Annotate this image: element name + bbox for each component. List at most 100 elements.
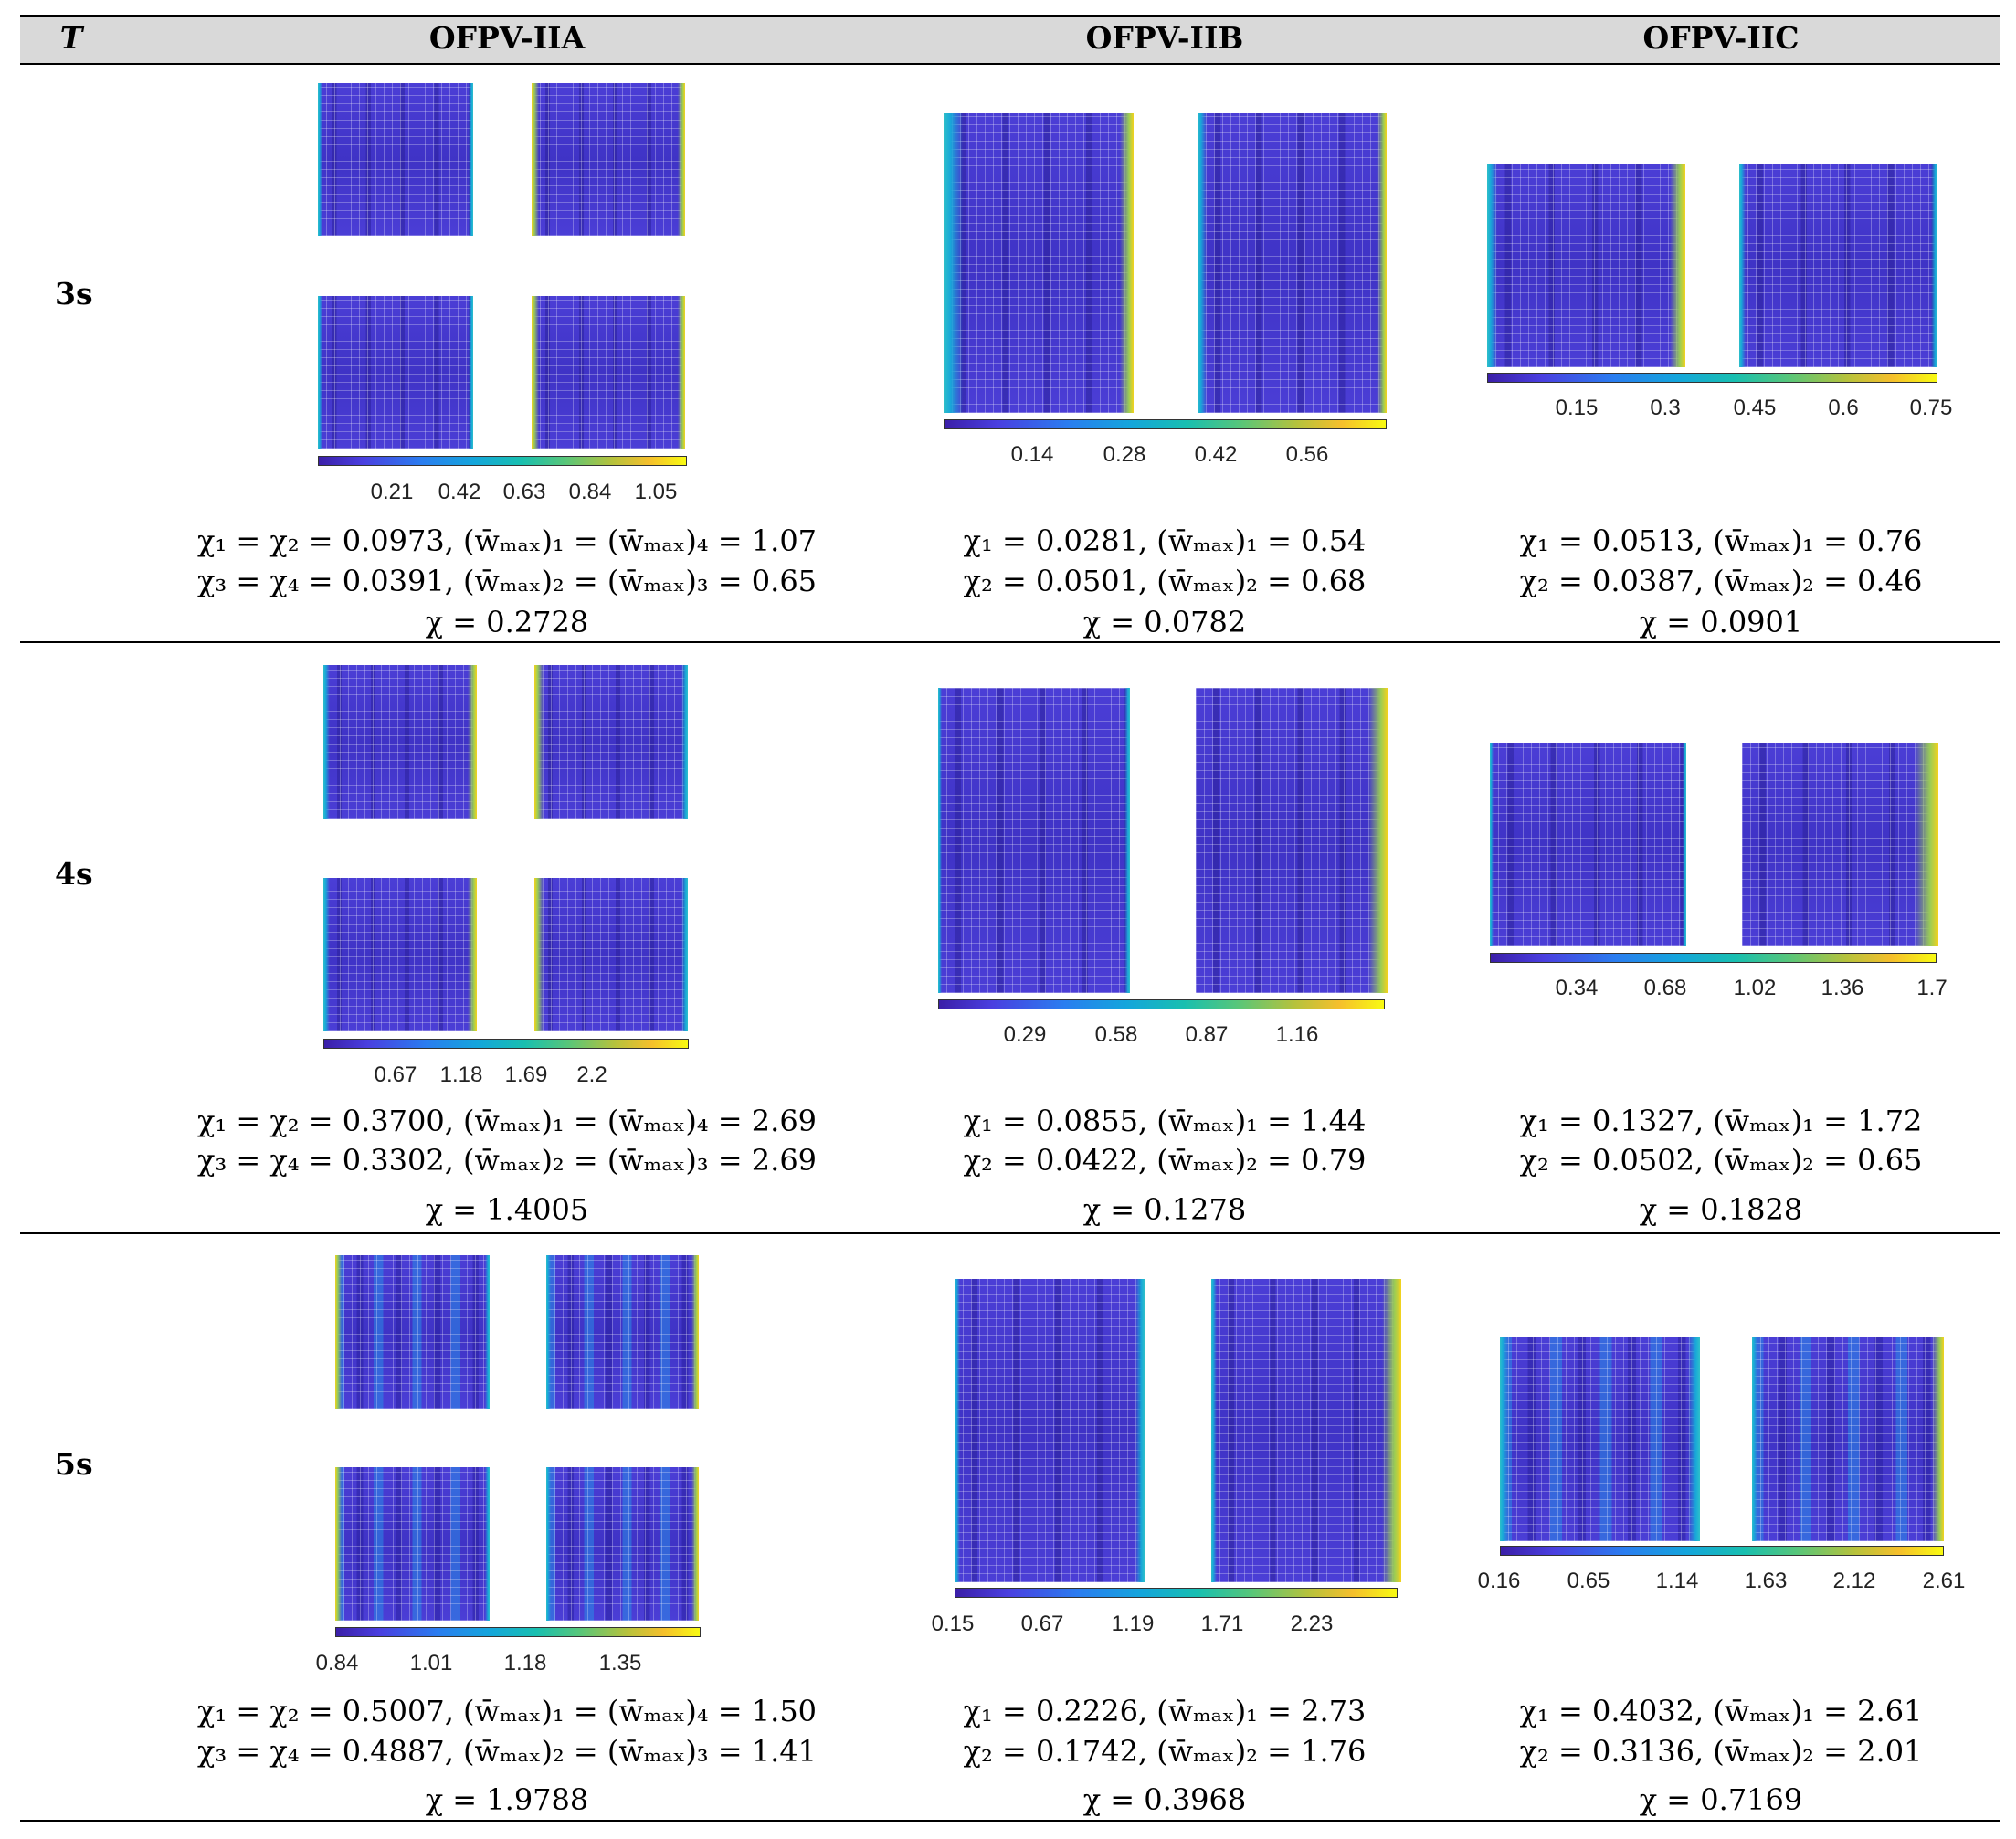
colorbar (1487, 373, 1937, 383)
equation-chi-row-2: χ₂ = 0.0501, (w̄ₘₐₓ)₂ = 0.68 (963, 564, 1367, 598)
colorbar-tick-label: 0.68 (1643, 976, 1687, 1000)
colorbar (335, 1627, 701, 1637)
heatmap-panel-right-edge (1683, 743, 1686, 946)
heatmap-panel (318, 83, 473, 236)
header-rule (20, 63, 2000, 65)
heatmap-panel (1196, 688, 1388, 993)
heatmap-panel-right-edge (1931, 164, 1937, 367)
heatmap-panel-left-edge (546, 1467, 551, 1621)
colorbar-tick-label: 1.01 (409, 1651, 453, 1675)
heatmap-panel-right-edge (1688, 1337, 1700, 1541)
equation-chi-total: χ = 1.4005 (425, 1192, 589, 1227)
heatmap-panel (323, 878, 477, 1031)
heatmap-panel-right-edge (1670, 164, 1685, 367)
equation-chi-row-2: χ₃ = χ₄ = 0.3302, (w̄ₘₐₓ)₂ = (w̄ₘₐₓ)₃ = … (196, 1143, 818, 1178)
heatmap-panel-right-edge (468, 878, 477, 1031)
heatmap-panel-left-edge (546, 1255, 551, 1409)
equation-chi-row-1: χ₁ = χ₂ = 0.5007, (w̄ₘₐₓ)₁ = (w̄ₘₐₓ)₄ = … (196, 1694, 818, 1728)
colorbar-tick-label: 1.14 (1655, 1569, 1699, 1593)
colorbar-tick-label: 1.71 (1200, 1612, 1244, 1636)
heatmap-panel-left-edge (534, 665, 544, 819)
equation-chi-row-1: χ₁ = 0.0281, (w̄ₘₐₓ)₁ = 0.54 (963, 523, 1367, 558)
colorbar (1500, 1546, 1944, 1556)
heatmap-panel-right-edge (1932, 1337, 1944, 1541)
heatmap-panel (335, 1255, 490, 1409)
equation-chi-total: χ = 1.9788 (425, 1782, 589, 1817)
heatmap-panel-left-edge (1490, 743, 1494, 946)
equation-chi-row-1: χ₁ = 0.0513, (w̄ₘₐₓ)₁ = 0.76 (1519, 523, 1923, 558)
colorbar-tick-label: 1.18 (439, 1062, 483, 1087)
colorbar-tick-label: 0.84 (315, 1651, 359, 1675)
equation-chi-row-2: χ₂ = 0.0502, (w̄ₘₐₓ)₂ = 0.65 (1519, 1143, 1923, 1178)
equation-chi-total: χ = 0.0782 (1082, 605, 1247, 639)
heatmap-panel-left-edge (1500, 1337, 1508, 1541)
heatmap-panel-left-edge (534, 878, 544, 1031)
colorbar-tick-label: 0.67 (1020, 1612, 1064, 1636)
heatmap-panel-right-edge (485, 1467, 490, 1621)
colorbar-tick-label: 0.28 (1103, 442, 1146, 467)
row-period-label: 3s (55, 276, 93, 312)
heatmap-panel-right-edge (1135, 1279, 1145, 1582)
colorbar-tick-label: 2.2 (576, 1062, 607, 1087)
heatmap-panel-right-edge (1915, 743, 1938, 946)
colorbar-tick-label: 0.67 (374, 1062, 417, 1087)
colorbar-tick-label: 0.15 (1555, 396, 1599, 420)
colorbar (938, 999, 1385, 1009)
colorbar-tick-label: 1.18 (503, 1651, 547, 1675)
table-header-background (20, 16, 2000, 64)
colorbar (323, 1039, 689, 1049)
heatmap-panel-left-edge (1198, 113, 1207, 413)
equation-chi-row-1: χ₁ = 0.4032, (w̄ₘₐₓ)₁ = 2.61 (1519, 1694, 1923, 1728)
equation-chi-total: χ = 0.3968 (1082, 1782, 1247, 1817)
colorbar-tick-label: 0.84 (568, 480, 612, 504)
table-top-rule (20, 15, 2000, 17)
colorbar (1490, 953, 1937, 963)
heatmap-panel (534, 878, 688, 1031)
header-ofpv-iic: OFPV-IIC (1642, 20, 1800, 56)
colorbar-tick-label: 0.65 (1567, 1569, 1610, 1593)
heatmap-panel-left-edge (955, 1279, 960, 1582)
heatmap-panel-right-edge (1120, 113, 1134, 413)
colorbar-tick-label: 0.56 (1285, 442, 1329, 467)
heatmap-panel (546, 1467, 699, 1621)
colorbar-tick-label: 1.02 (1733, 976, 1777, 1000)
equation-chi-row-1: χ₁ = 0.1327, (w̄ₘₐₓ)₁ = 1.72 (1519, 1104, 1923, 1138)
colorbar-tick-label: 0.42 (1194, 442, 1238, 467)
row-rule-1 (20, 641, 2000, 643)
equation-chi-row-2: χ₂ = 0.0387, (w̄ₘₐₓ)₂ = 0.46 (1519, 564, 1923, 598)
equation-chi-row-2: χ₂ = 0.3136, (w̄ₘₐₓ)₂ = 2.01 (1519, 1734, 1923, 1769)
colorbar-tick-label: 1.16 (1275, 1022, 1319, 1047)
heatmap-panel-right-edge (681, 665, 688, 819)
table-bottom-rule (20, 1820, 2000, 1822)
row-period-label: 5s (55, 1446, 93, 1482)
heatmap-panel (1739, 164, 1937, 367)
equation-chi-row-2: χ₂ = 0.0422, (w̄ₘₐₓ)₂ = 0.79 (963, 1143, 1367, 1178)
heatmap-panel-right-edge (485, 1255, 490, 1409)
equation-chi-total: χ = 0.1278 (1082, 1192, 1247, 1227)
heatmap-panel-left-edge (1487, 164, 1497, 367)
heatmap-panel-left-edge (1752, 1337, 1757, 1541)
heatmap-panel-left-edge (944, 113, 963, 413)
heatmap-panel (323, 665, 477, 819)
heatmap-panel (938, 688, 1130, 993)
colorbar-tick-label: 1.7 (1916, 976, 1947, 1000)
heatmap-panel-right-edge (468, 665, 477, 819)
equation-chi-row-2: χ₃ = χ₄ = 0.4887, (w̄ₘₐₓ)₂ = (w̄ₘₐₓ)₃ = … (196, 1734, 818, 1769)
heatmap-panel (534, 665, 688, 819)
colorbar-tick-label: 2.61 (1922, 1569, 1966, 1593)
heatmap-panel-right-edge (681, 878, 688, 1031)
heatmap-panel (944, 113, 1134, 413)
heatmap-panel-left-edge (335, 1255, 342, 1409)
heatmap-panel-right-edge (1124, 688, 1130, 993)
row-period-label: 4s (55, 856, 93, 892)
heatmap-panel-left-edge (1211, 1279, 1217, 1582)
heatmap-panel (532, 83, 685, 236)
heatmap-panel-right-edge (469, 296, 473, 449)
equation-chi-row-2: χ₃ = χ₄ = 0.0391, (w̄ₘₐₓ)₂ = (w̄ₘₐₓ)₃ = … (196, 564, 818, 598)
colorbar-tick-label: 0.3 (1650, 396, 1681, 420)
heatmap-panel (1752, 1337, 1944, 1541)
colorbar (318, 456, 687, 466)
equation-chi-row-1: χ₁ = χ₂ = 0.0973, (w̄ₘₐₓ)₁ = (w̄ₘₐₓ)₄ = … (196, 523, 818, 558)
colorbar-tick-label: 0.34 (1555, 976, 1599, 1000)
heatmap-panel (1198, 113, 1387, 413)
